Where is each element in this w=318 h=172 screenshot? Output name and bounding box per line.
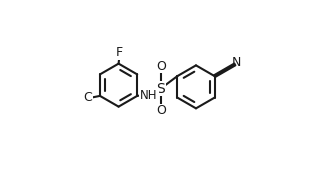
Text: F: F xyxy=(116,46,123,59)
Text: C: C xyxy=(84,91,92,104)
Text: NH: NH xyxy=(140,89,158,102)
Text: O: O xyxy=(156,104,166,117)
Text: O: O xyxy=(156,60,166,73)
Text: S: S xyxy=(156,82,165,96)
Text: N: N xyxy=(232,56,241,69)
